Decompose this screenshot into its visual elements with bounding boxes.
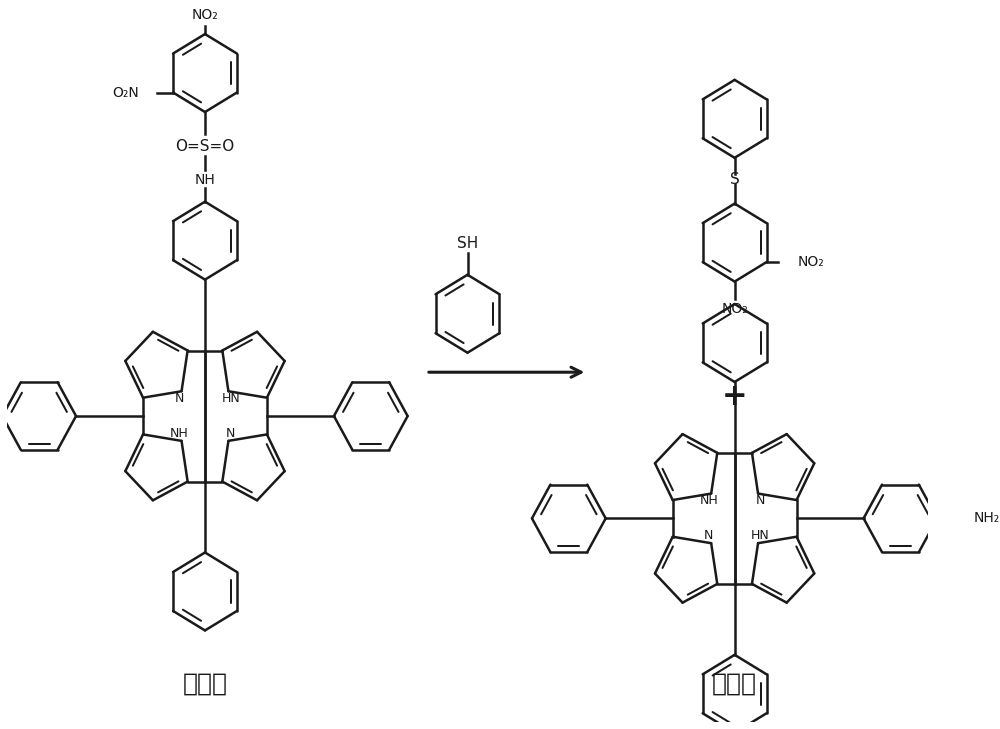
Text: O₂N: O₂N: [112, 85, 139, 100]
Text: 强荧光: 强荧光: [712, 672, 757, 696]
Text: N: N: [175, 392, 184, 405]
Text: +: +: [722, 382, 747, 411]
Text: O=S=O: O=S=O: [175, 139, 235, 154]
Text: SH: SH: [457, 236, 478, 251]
Text: HN: HN: [751, 529, 770, 542]
Text: NH₂: NH₂: [974, 511, 1000, 526]
Text: 弱荧光: 弱荧光: [182, 672, 227, 696]
Text: N: N: [226, 427, 235, 440]
Text: NH: NH: [699, 494, 718, 507]
Text: HN: HN: [221, 392, 240, 405]
Text: NO₂: NO₂: [798, 255, 825, 269]
Text: NO₂: NO₂: [192, 7, 218, 22]
Text: N: N: [756, 494, 765, 507]
Text: N: N: [704, 529, 714, 542]
Text: NH: NH: [195, 174, 215, 187]
Text: S: S: [730, 172, 739, 187]
Text: NH: NH: [170, 427, 189, 440]
Text: NO₂: NO₂: [721, 302, 748, 316]
